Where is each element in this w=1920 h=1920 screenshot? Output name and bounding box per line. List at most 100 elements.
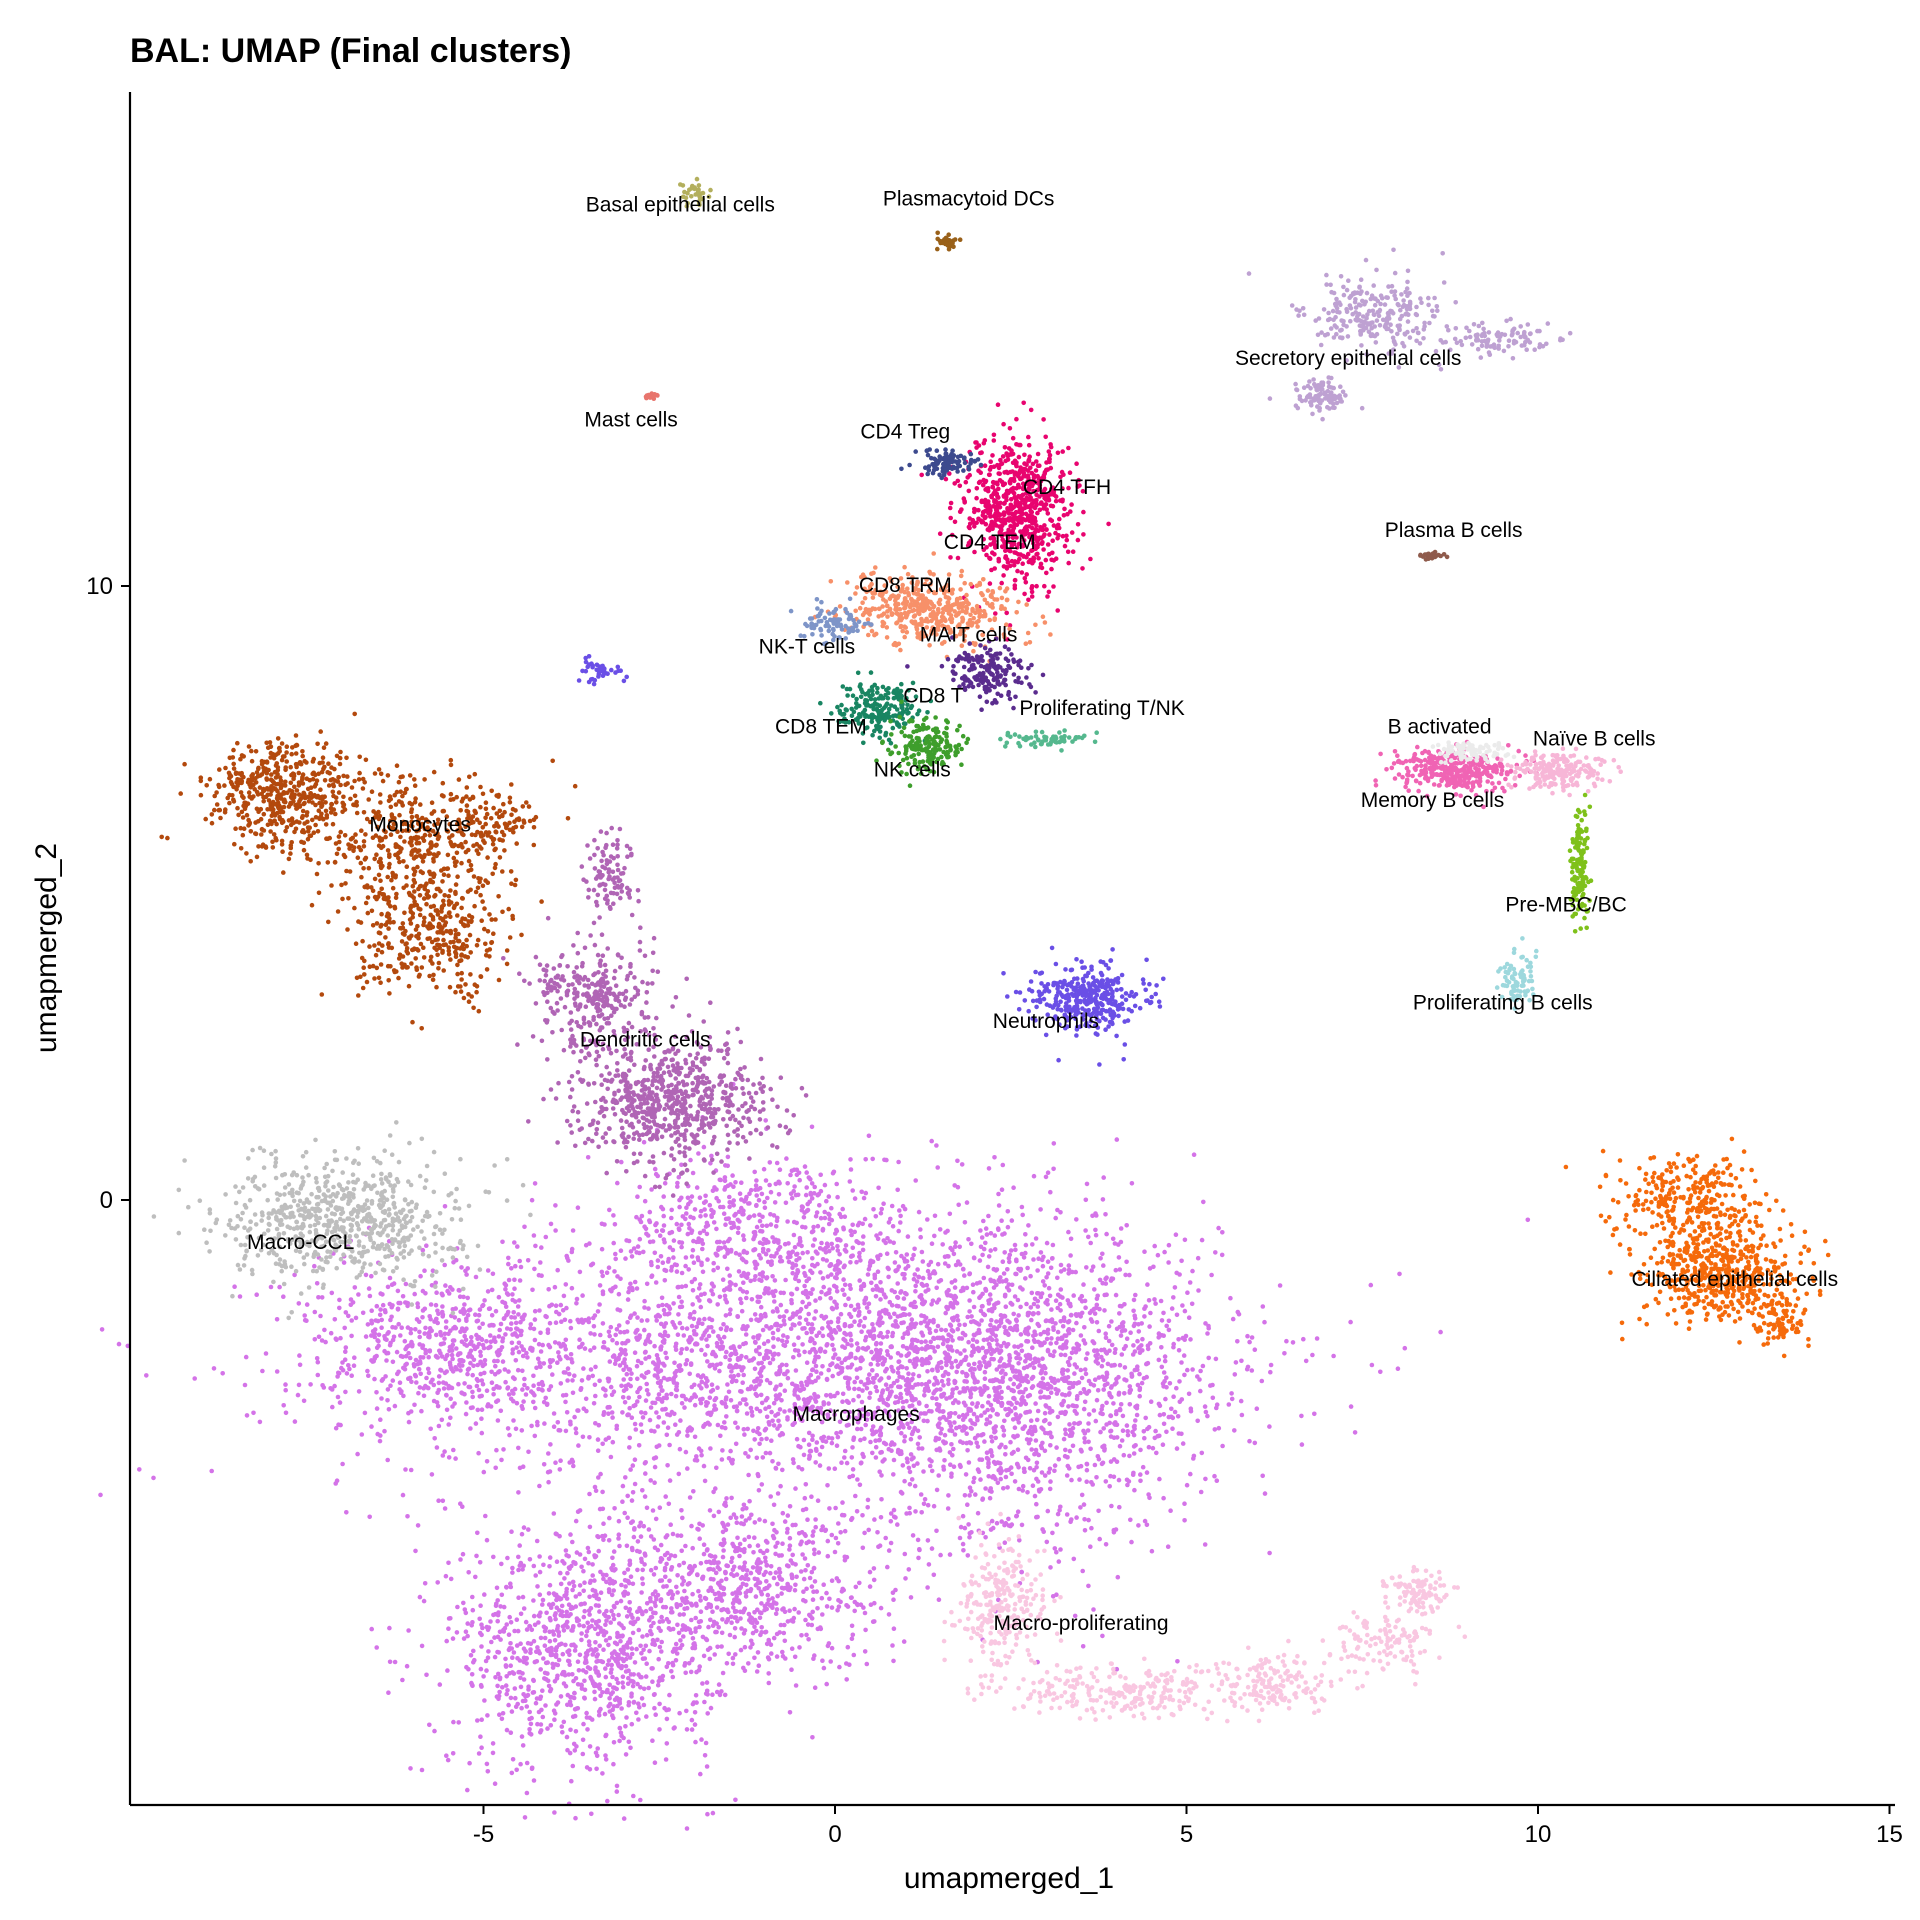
- cell-point: [886, 1266, 891, 1272]
- cell-point: [485, 1268, 491, 1273]
- cell-point: [656, 1359, 661, 1364]
- cell-point: [971, 1479, 976, 1485]
- cell-point: [1101, 1426, 1106, 1431]
- cell-point: [874, 1340, 879, 1346]
- cell-point: [796, 1335, 801, 1340]
- cell-point: [876, 1437, 882, 1443]
- cell-point: [492, 1635, 497, 1640]
- cell-point: [626, 1395, 631, 1401]
- cell-point: [1195, 1255, 1201, 1261]
- cell-point: [489, 1639, 494, 1645]
- cell-point: [1055, 1511, 1061, 1517]
- cell-point: [867, 1372, 872, 1377]
- cell-point: [446, 1560, 451, 1566]
- cell-point: [968, 1394, 973, 1400]
- cell-point: [620, 1410, 625, 1415]
- cell-point: [980, 1389, 986, 1395]
- cell-point: [1050, 1242, 1056, 1248]
- cell-point: [904, 1398, 909, 1404]
- cell-point: [1031, 1467, 1037, 1473]
- cell-point: [1161, 1495, 1166, 1501]
- cell-point: [674, 1368, 679, 1374]
- cell-point: [590, 1562, 595, 1567]
- cell-point: [778, 1302, 784, 1308]
- cell-point: [565, 1378, 570, 1383]
- cell-point: [632, 1279, 638, 1285]
- cell-point: [1057, 1301, 1063, 1307]
- cell-point: [688, 1428, 694, 1433]
- cell-point: [1206, 1355, 1211, 1361]
- cell-point: [639, 1590, 644, 1595]
- cell-point: [859, 1329, 864, 1334]
- cell-point: [620, 1633, 625, 1638]
- cell-point: [585, 1727, 590, 1732]
- cell-point: [982, 1439, 987, 1444]
- cell-point: [592, 1382, 598, 1388]
- cell-point: [624, 1715, 629, 1720]
- cell-point: [1046, 1285, 1052, 1291]
- cell-point: [782, 1343, 788, 1349]
- cell-point: [1082, 1367, 1088, 1372]
- cell-point: [1109, 1394, 1114, 1400]
- cell-point: [809, 1196, 815, 1201]
- cell-point: [925, 1538, 931, 1543]
- cell-point: [1219, 1252, 1225, 1258]
- cell-point: [1198, 1388, 1203, 1394]
- cell-point: [776, 1395, 781, 1401]
- cell-point: [469, 1672, 475, 1677]
- cell-point: [251, 1410, 256, 1416]
- cell-point: [613, 1251, 618, 1257]
- cell-point: [1164, 1375, 1169, 1380]
- cell-point: [587, 1435, 592, 1440]
- cell-point: [435, 1390, 440, 1396]
- cell-point: [1065, 1454, 1070, 1460]
- cell-point: [828, 1334, 834, 1339]
- cell-point: [893, 1394, 899, 1400]
- cell-point: [677, 1368, 683, 1374]
- cell-point: [753, 1391, 759, 1397]
- cell-point: [819, 1313, 824, 1319]
- cell-point: [1018, 1304, 1023, 1310]
- cell-point: [1181, 1353, 1187, 1358]
- cell-point: [515, 1628, 521, 1634]
- cell-point: [637, 1333, 642, 1338]
- cell-point: [664, 1355, 669, 1361]
- cell-point: [818, 1371, 824, 1376]
- cell-point: [639, 1410, 644, 1415]
- cell-point: [1108, 1413, 1114, 1419]
- cell-point: [1052, 1463, 1058, 1468]
- cell-point: [680, 1325, 685, 1331]
- cell-point: [1020, 1426, 1026, 1431]
- cell-point: [972, 1380, 978, 1385]
- cell-point: [655, 1396, 660, 1401]
- cell-point: [756, 1299, 761, 1305]
- cell-point: [566, 1613, 571, 1619]
- cell-point: [900, 1364, 905, 1370]
- cell-point: [978, 1477, 983, 1482]
- cell-point: [660, 1407, 665, 1412]
- cell-point: [564, 1609, 569, 1615]
- cell-point: [675, 1332, 681, 1337]
- cell-point: [870, 1368, 875, 1373]
- cell-point: [1048, 1352, 1053, 1358]
- cell-point: [637, 1394, 642, 1400]
- cell-point: [537, 1308, 542, 1313]
- cell-point: [481, 1469, 487, 1475]
- cell-point: [1154, 1450, 1159, 1456]
- cell-point: [1182, 1518, 1187, 1523]
- cell-point: [532, 1405, 538, 1411]
- cell-point: [1081, 1428, 1086, 1434]
- cell-point: [856, 1322, 862, 1328]
- cell-point: [874, 1287, 879, 1292]
- cell-point: [1031, 1301, 1037, 1307]
- cell-point: [656, 1443, 662, 1448]
- cell-point: [344, 1510, 349, 1515]
- cell-point: [852, 1307, 857, 1313]
- cell-point: [1060, 1367, 1065, 1372]
- cell-point: [397, 1380, 403, 1385]
- cell-point: [1226, 1402, 1232, 1407]
- cell-point: [565, 1366, 571, 1371]
- cell-point: [582, 1556, 588, 1562]
- cell-point: [1134, 1403, 1140, 1409]
- cell-point: [579, 1378, 585, 1383]
